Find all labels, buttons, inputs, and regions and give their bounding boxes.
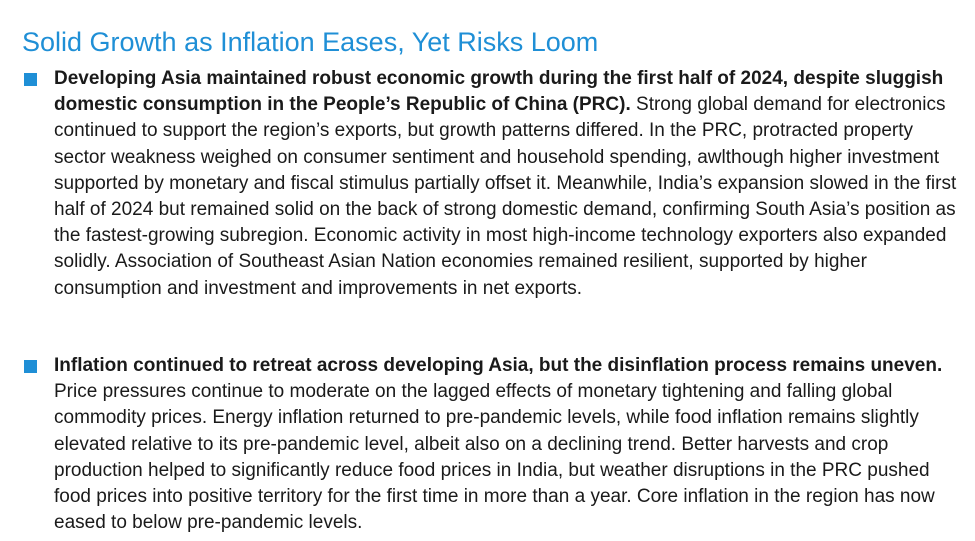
bullet-body-text: Price pressures continue to moderate on … — [54, 381, 935, 534]
bullet-paragraph-inflation: Inflation continued to retreat across de… — [24, 353, 970, 536]
square-bullet-icon — [24, 360, 37, 373]
bullet-paragraph-growth: Developing Asia maintained robust econom… — [24, 66, 970, 302]
bullet-lead-text: Inflation continued to retreat across de… — [54, 355, 943, 376]
bullet-body-text: Strong global demand for electronics con… — [54, 94, 957, 299]
bullet-lead-text: Developing Asia maintained robust econom… — [54, 68, 944, 116]
square-bullet-icon — [24, 73, 37, 86]
section-title: Solid Growth as Inflation Eases, Yet Ris… — [22, 27, 599, 58]
